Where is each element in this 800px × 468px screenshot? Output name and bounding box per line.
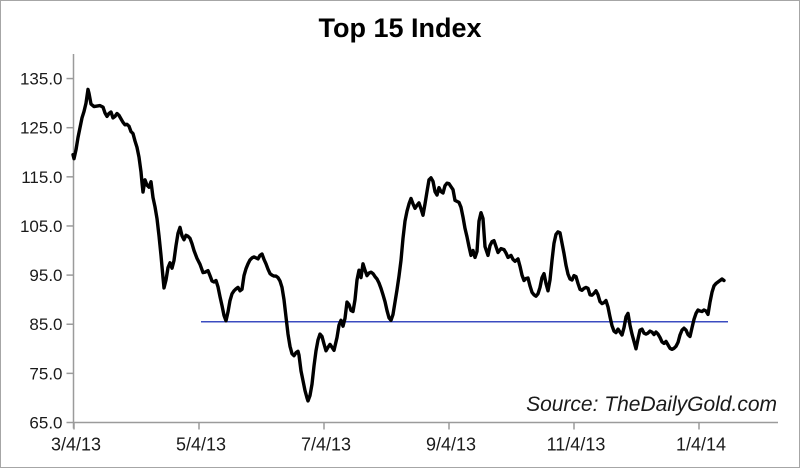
x-axis-tick-label: 5/4/13 [176, 435, 226, 455]
y-axis-tick-label: 75.0 [29, 364, 62, 383]
x-axis-tick-label: 7/4/13 [301, 435, 351, 455]
y-axis-tick-label: 105.0 [20, 217, 63, 236]
y-axis-tick-label: 135.0 [20, 70, 63, 89]
y-axis-tick-label: 85.0 [29, 315, 62, 334]
x-axis-tick-label: 11/4/13 [547, 435, 606, 455]
y-axis-tick-label: 125.0 [20, 119, 63, 138]
x-axis-tick-label: 3/4/13 [51, 435, 101, 455]
source-credit: Source: TheDailyGold.com [526, 393, 777, 416]
x-axis-tick-label: 1/4/14 [676, 435, 726, 455]
y-axis-tick-label: 115.0 [21, 168, 62, 187]
chart-title: Top 15 Index [318, 13, 482, 43]
y-axis-tick-label: 65.0 [29, 414, 62, 433]
index-line-series [71, 87, 726, 403]
x-axis-tick-label: 9/4/13 [426, 435, 476, 455]
y-axis-tick-label: 95.0 [29, 266, 62, 285]
